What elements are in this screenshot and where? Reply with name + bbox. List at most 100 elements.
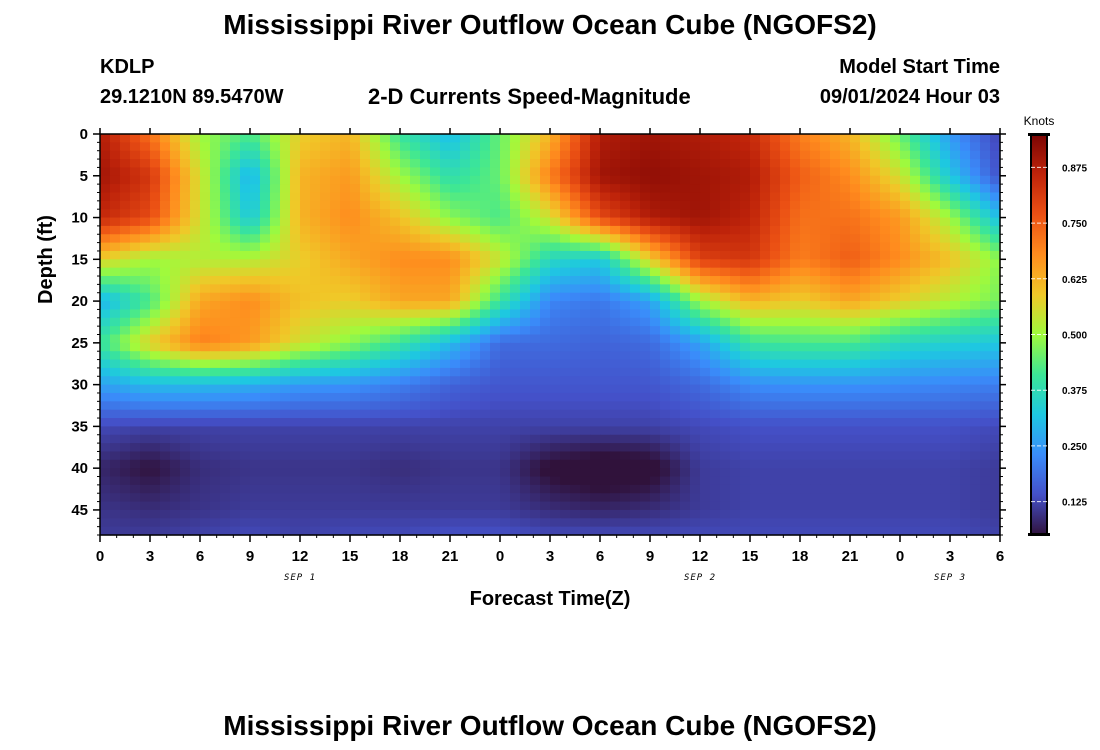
heatmap-cell (240, 292, 251, 302)
heatmap-cell (840, 493, 851, 503)
heatmap-cell (920, 443, 931, 453)
heatmap-cell (120, 451, 131, 461)
heatmap-cell (250, 384, 261, 394)
heatmap-cell (740, 317, 751, 327)
heatmap-cell (210, 468, 221, 478)
heatmap-cell (100, 134, 111, 143)
heatmap-cell (120, 175, 131, 185)
heatmap-cell (580, 526, 591, 536)
heatmap-cell (260, 317, 271, 327)
heatmap-cell (660, 342, 671, 352)
heatmap-cell (380, 317, 391, 327)
heatmap-cell (180, 443, 191, 453)
heatmap-cell (180, 301, 191, 311)
heatmap-cell (970, 526, 981, 536)
heatmap-cell (710, 409, 721, 419)
heatmap-cell (290, 451, 301, 461)
heatmap-cell (860, 134, 871, 143)
heatmap-cell (930, 526, 941, 536)
heatmap-cell (890, 451, 901, 461)
heatmap-cell (100, 342, 111, 352)
heatmap-cell (600, 250, 611, 260)
heatmap-cell (490, 309, 501, 319)
heatmap-cell (280, 217, 291, 227)
heatmap-cell (310, 401, 321, 411)
heatmap-cell (770, 317, 781, 327)
heatmap-cell (470, 284, 481, 294)
heatmap-cell (420, 418, 431, 427)
heatmap-cell (540, 184, 551, 194)
heatmap-cell (820, 167, 831, 177)
heatmap-cell (980, 284, 991, 294)
heatmap-cell (730, 351, 741, 361)
heatmap-cell (850, 159, 861, 169)
heatmap-cell (600, 443, 611, 453)
heatmap-cell (180, 250, 191, 260)
heatmap-cell (240, 351, 251, 361)
heatmap-cell (450, 384, 461, 394)
heatmap-cell (280, 376, 291, 386)
heatmap-cell (380, 225, 391, 235)
heatmap-cell (410, 451, 421, 461)
heatmap-cell (850, 134, 861, 143)
heatmap-cell (590, 142, 601, 152)
heatmap-cell (180, 167, 191, 177)
heatmap-cell (950, 250, 961, 260)
heatmap-cell (740, 200, 751, 210)
heatmap-cell (610, 476, 621, 486)
heatmap-cell (530, 276, 541, 285)
heatmap-cell (470, 292, 481, 302)
heatmap-cell (460, 225, 471, 235)
heatmap-cell (950, 384, 961, 394)
heatmap-cell (640, 434, 651, 444)
heatmap-cell (300, 234, 311, 244)
heatmap-cell (560, 326, 571, 336)
heatmap-cell (720, 209, 731, 219)
heatmap-cell (800, 384, 811, 394)
heatmap-cell (670, 509, 681, 519)
heatmap-cell (800, 142, 811, 152)
heatmap-cell (380, 150, 391, 160)
heatmap-cell (470, 526, 481, 536)
heatmap-cell (490, 250, 501, 260)
heatmap-cell (150, 367, 161, 377)
heatmap-cell (850, 418, 861, 427)
heatmap-cell (260, 526, 271, 536)
heatmap-cell (390, 392, 401, 402)
colorbar-tick-label: 0.750 (1062, 219, 1087, 230)
heatmap-cell (680, 159, 691, 169)
heatmap-cell (630, 384, 641, 394)
heatmap-cell (910, 451, 921, 461)
heatmap-cell (240, 501, 251, 511)
heatmap-cell (890, 250, 901, 260)
heatmap-cell (190, 451, 201, 461)
heatmap-cell (100, 367, 111, 377)
heatmap-cell (740, 292, 751, 302)
heatmap-cell (750, 342, 761, 352)
heatmap-cell (440, 134, 451, 143)
heatmap-cell (700, 167, 711, 177)
heatmap-cell (250, 351, 261, 361)
heatmap-cell (420, 526, 431, 536)
heatmap-cell (790, 250, 801, 260)
heatmap-cell (660, 317, 671, 327)
heatmap-cell (670, 301, 681, 311)
heatmap-cell (700, 426, 711, 436)
heatmap-cell (330, 217, 341, 227)
heatmap-cell (760, 167, 771, 177)
heatmap-cell (650, 351, 661, 361)
heatmap-cell (160, 359, 171, 369)
heatmap-cell (960, 200, 971, 210)
heatmap-cell (910, 309, 921, 319)
heatmap-cell (490, 159, 501, 169)
heatmap-cell (750, 418, 761, 427)
heatmap-cell (110, 292, 121, 302)
heatmap-cell (660, 384, 671, 394)
heatmap-cell (570, 401, 581, 411)
heatmap-cell (290, 443, 301, 453)
heatmap-cell (880, 142, 891, 152)
heatmap-cell (450, 209, 461, 219)
heatmap-cell (610, 175, 621, 185)
heatmap-cell (930, 259, 941, 269)
heatmap-cell (400, 376, 411, 386)
